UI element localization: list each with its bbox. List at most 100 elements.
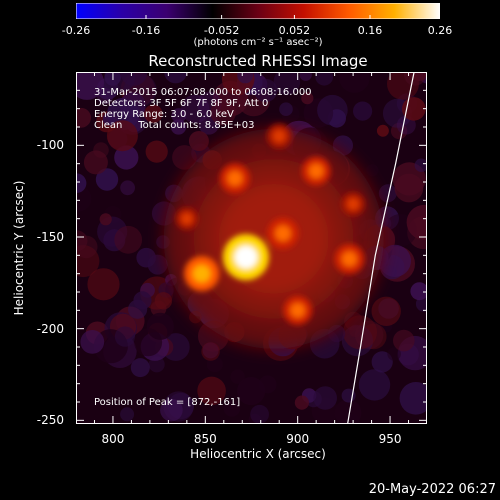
background-noise-blob [371,351,393,373]
colorbar-tick-label: 0.052 [278,24,311,37]
background-noise-blob [355,320,384,350]
background-noise-blob [76,245,100,278]
background-noise-blob [145,140,168,163]
background-noise-blob [172,145,197,170]
y-tick-label: -200 [36,321,64,336]
background-noise-blob [107,97,140,131]
background-noise-blob [83,150,108,175]
emission-source-core [181,212,193,225]
background-noise-blob [123,73,157,107]
detectors-annotation: Detectors: 3F 5F 6F 7F 8F 9F, Att 0 [94,98,269,109]
background-noise-blob [188,131,209,151]
emission-source-core [347,198,360,210]
background-noise-blob [76,230,88,252]
colorbar-units: (photons cm⁻² s⁻¹ asec⁻²) [193,37,323,48]
y-tick-label: -250 [36,413,64,428]
background-noise-blob [301,92,314,105]
background-noise-blob [133,291,152,310]
background-noise-blob [95,168,119,191]
background-noise-blob [197,376,226,406]
background-noise-blob [378,184,397,203]
background-noise-blob [237,377,266,406]
timestamp: 20-May-2022 06:27 [368,482,496,497]
background-noise-blob [134,328,163,357]
x-tick-label: 850 [193,432,217,446]
background-noise-blob [237,72,254,84]
colorbar-tick-label: -0.052 [203,24,240,37]
emission-source-core [227,170,243,186]
background-noise-blob [315,72,334,86]
background-noise-blob [250,404,269,424]
y-axis-label: Heliocentric Y (arcsec) [12,180,26,316]
background-noise-blob [294,395,309,410]
background-noise-blob [376,124,389,137]
colorbar [76,3,440,19]
background-noise-blob [87,268,120,301]
emission-source-core [272,129,286,143]
background-noise-blob [106,120,138,152]
x-tick-label: 800 [101,432,125,446]
background-noise-blob [114,225,143,254]
time-range-annotation: 31-Mar-2015 06:07:08.000 to 06:08:16.000 [94,87,312,98]
background-noise-blob [358,369,391,401]
emission-source-core [308,163,324,179]
background-noise-blob [99,213,112,226]
background-noise-blob [154,292,173,310]
x-tick-label: 950 [378,432,402,446]
background-noise-blob [120,407,135,422]
rhessi-image [76,72,427,424]
background-noise-blob [317,94,348,126]
emission-source-core [290,303,305,318]
background-noise-blob [414,158,427,172]
background-noise-blob [339,72,370,93]
background-noise-blob [387,347,401,361]
background-noise-blob [258,375,277,394]
background-noise-blob [181,94,210,124]
background-noise-blob [210,99,237,126]
background-noise-blob [164,72,187,84]
background-noise-blob [114,326,136,347]
background-noise-blob [406,204,427,240]
background-noise-blob [313,386,337,410]
background-noise-blob [136,247,156,268]
background-noise-blob [144,104,163,123]
colorbar-tick-label: 0.26 [427,24,453,37]
energy-range-annotation: Energy Range: 3.0 - 6.0 keV [94,109,234,120]
image-plot-area: 31-Mar-2015 06:07:08.000 to 06:08:16.000… [76,72,427,424]
emission-source-core [234,245,258,269]
background-noise-blob [160,398,183,422]
x-axis-label: Heliocentric X (arcsec) [190,447,326,461]
background-noise-blob [410,282,427,301]
background-noise-blob [114,145,139,170]
background-noise-blob [349,324,362,338]
background-noise-blob [230,369,245,385]
background-noise-blob [371,296,401,326]
background-noise-blob [120,180,135,196]
background-noise-blob [80,330,105,354]
y-tick-label: -100 [36,138,64,153]
background-noise-blob [76,173,87,193]
background-noise-blob [201,342,220,361]
background-noise-blob [170,119,187,135]
clean-counts-annotation: Clean Total counts: 8.85E+03 [94,120,255,131]
background-noise-blob [353,101,373,121]
background-noise-blob [399,382,427,415]
colorbar-tick-label: 0.16 [357,24,383,37]
emission-source-core [341,251,357,267]
background-noise-blob [76,72,105,100]
chart-title: Reconstructed RHESSI Image [148,52,368,70]
solar-limb-curve [347,72,415,424]
colorbar-tick-label: -0.16 [131,24,161,37]
background-noise-blob [223,400,241,417]
peak-position-annotation: Position of Peak = [872,-161] [94,397,241,408]
y-tick-label: -150 [36,230,64,244]
background-noise-blob [393,329,415,352]
background-noise-blob [171,108,187,123]
background-noise-blob [279,102,293,116]
background-noise-blob [394,173,424,203]
background-noise-blob [130,358,150,378]
background-noise-blob [361,323,387,350]
background-noise-blob [404,72,426,86]
background-noise-blob [334,399,362,424]
x-tick-label: 900 [286,432,310,446]
